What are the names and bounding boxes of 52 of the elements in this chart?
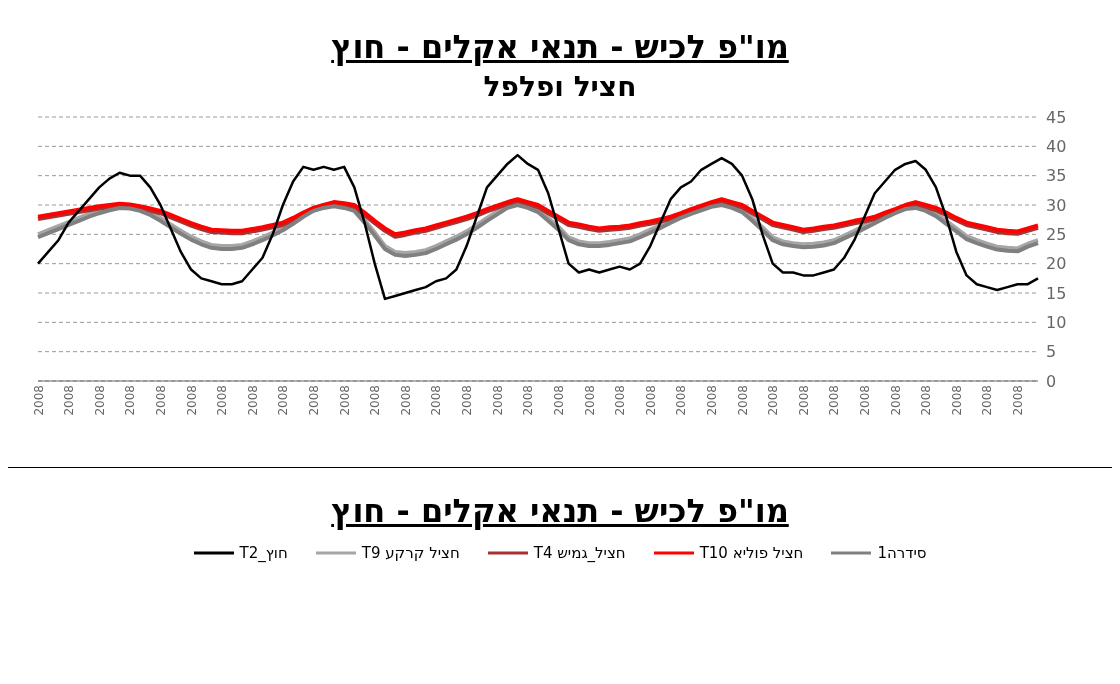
y-tick-label: 25 <box>1046 225 1067 245</box>
y-tick-label: 5 <box>1046 342 1057 362</box>
y-tick-label: 35 <box>1046 166 1067 186</box>
chart-title: מו"פ לכיש - תנאי אקלים - חוץ <box>330 28 790 66</box>
x-tick-label: 2008 <box>704 385 719 416</box>
x-tick-label: 2008 <box>215 385 230 416</box>
legend-label: חוץ_T2 <box>239 544 288 562</box>
chart-subtitle: חציל ופלפל <box>482 70 638 103</box>
x-tick-label: 2008 <box>307 385 322 416</box>
x-tick-label: 2008 <box>888 385 903 416</box>
legend-label: חציל פוליא T10 <box>699 544 804 562</box>
x-tick-label: 2008 <box>62 385 77 416</box>
x-tick-label: 2008 <box>92 385 107 416</box>
y-tick-label: 40 <box>1046 137 1067 157</box>
line-series <box>36 153 1040 301</box>
x-tick-label: 2008 <box>643 385 658 416</box>
x-tick-label: 2008 <box>827 385 842 416</box>
x-tick-label: 2008 <box>735 385 750 416</box>
legend-label: סידרה1 <box>877 544 927 562</box>
x-tick-label: 2008 <box>551 385 566 416</box>
x-tick-label: 2008 <box>796 385 811 416</box>
x-tick-label: 2008 <box>919 385 934 416</box>
y-tick-label: 45 <box>1046 107 1067 127</box>
legend-label: חציל_גמיש T4 <box>533 544 626 562</box>
x-tick-label: 2008 <box>184 385 199 416</box>
x-tick-label: 2008 <box>245 385 260 416</box>
x-tick-label: 2008 <box>1011 385 1026 416</box>
x-tick-label: 2008 <box>521 385 536 416</box>
x-tick-label: 2008 <box>613 385 628 416</box>
x-tick-label: 2008 <box>674 385 689 416</box>
legend-label: חציל קרקע T9 <box>361 544 460 562</box>
x-tick-label: 2008 <box>153 385 168 416</box>
y-tick-label: 30 <box>1046 195 1067 215</box>
x-tick-label: 2008 <box>858 385 873 416</box>
x-tick-label: 2008 <box>429 385 444 416</box>
x-tick-label: 2008 <box>766 385 781 416</box>
y-tick-label: 15 <box>1046 283 1067 303</box>
y-tick-label: 10 <box>1046 313 1067 333</box>
x-tick-label: 2008 <box>980 385 995 416</box>
x-tick-label: 2008 <box>31 385 46 416</box>
x-tick-label: 2008 <box>398 385 413 416</box>
x-tick-label: 2008 <box>949 385 964 416</box>
x-tick-label: 2008 <box>123 385 138 416</box>
text: מו"פ לכיש - תנאי אקלים - חוץ <box>330 492 790 530</box>
x-tick-label: 2008 <box>368 385 383 416</box>
y-tick-label: 20 <box>1046 254 1067 274</box>
x-tick-label: 2008 <box>460 385 475 416</box>
x-tick-label: 2008 <box>582 385 597 416</box>
x-tick-label: 2008 <box>490 385 505 416</box>
y-tick-label: 0 <box>1046 371 1057 391</box>
x-tick-label: 2008 <box>337 385 352 416</box>
x-tick-label: 2008 <box>276 385 291 416</box>
